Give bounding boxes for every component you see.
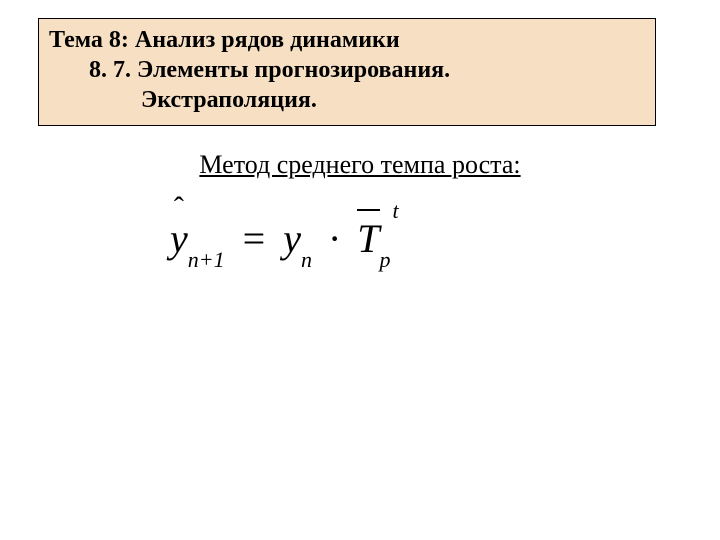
sub-n: n xyxy=(301,247,312,272)
formula: ˆ y n+1 = yn · T pt xyxy=(170,215,399,267)
hat-icon: ˆ xyxy=(170,193,188,223)
multiply-dot: · xyxy=(322,216,347,261)
var-y2: y xyxy=(283,215,301,262)
method-subtitle: Метод среднего темпа роста: xyxy=(0,150,720,180)
var-T: T xyxy=(357,216,379,261)
slide: Тема 8: Анализ рядов динамики 8. 7. Элем… xyxy=(0,0,720,540)
T-bar: T xyxy=(357,215,379,262)
title-line-3: Экстраполяция. xyxy=(49,85,647,115)
sup-t: t xyxy=(391,198,399,223)
title-line-1: Тема 8: Анализ рядов динамики xyxy=(49,25,647,55)
equals-sign: = xyxy=(235,216,274,261)
overline-icon xyxy=(357,209,379,211)
sub-n-plus-1: n+1 xyxy=(188,247,225,272)
y-hat: ˆ y xyxy=(170,215,188,262)
title-line-2: 8. 7. Элементы прогнозирования. xyxy=(49,55,647,85)
title-box: Тема 8: Анализ рядов динамики 8. 7. Элем… xyxy=(38,18,656,126)
sub-p: p xyxy=(380,247,391,272)
